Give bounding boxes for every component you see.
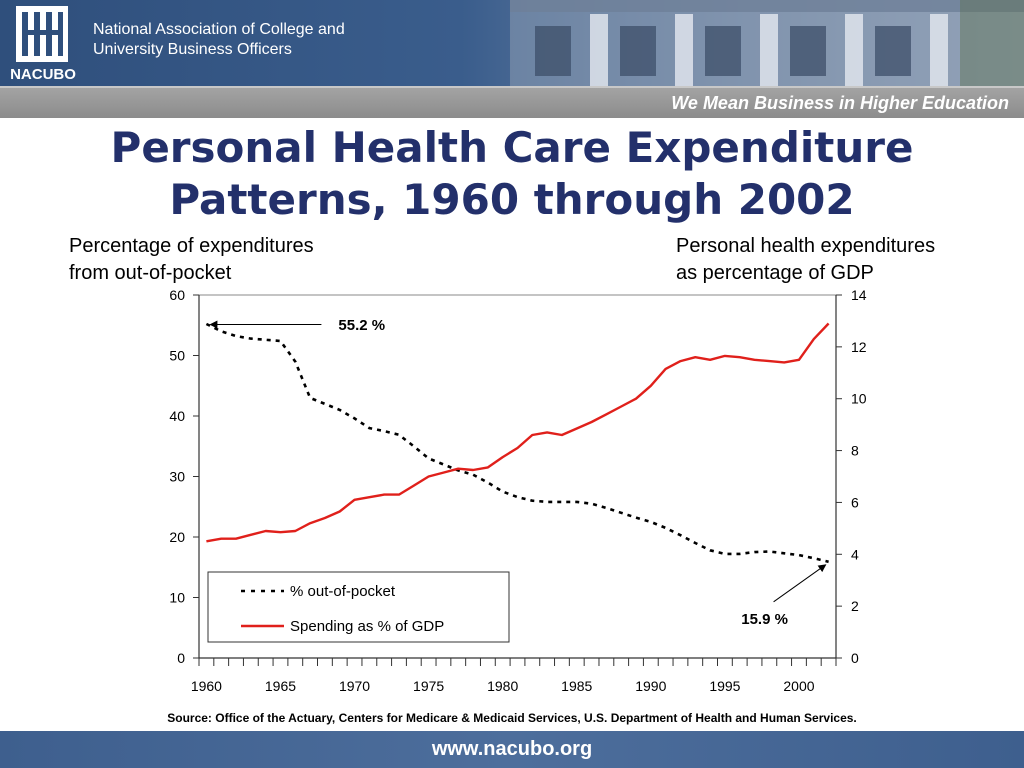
footer-bar: www.nacubo.org xyxy=(0,731,1024,768)
nacubo-logo: NACUBO xyxy=(8,4,78,84)
gdp-spending-line xyxy=(206,322,830,543)
left-axis-label: Percentage of expenditures from out-of-p… xyxy=(69,233,314,287)
title-line2: Patterns, 1960 through 2002 xyxy=(169,175,855,224)
x-tick-label: 2000 xyxy=(783,678,814,694)
right-y-tick-label: 0 xyxy=(851,650,859,666)
right-y-tick-label: 4 xyxy=(851,546,859,562)
annotation-arrow-end xyxy=(773,564,827,603)
source-note: Source: Office of the Actuary, Centers f… xyxy=(167,711,857,725)
x-tick-label: 1995 xyxy=(709,678,740,694)
right-y-tick-label: 2 xyxy=(851,598,859,614)
tagline-bar: We Mean Business in Higher Education xyxy=(0,86,1024,118)
legend-label-gdp: Spending as % of GDP xyxy=(290,618,444,635)
right-y-tick-label: 12 xyxy=(851,339,867,355)
annotation-label-end: 15.9 % xyxy=(741,611,788,628)
left-y-tick-label: 20 xyxy=(169,529,185,545)
left-axis-label-line1: Percentage of expenditures xyxy=(69,235,314,257)
legend-label-out-of-pocket: % out-of-pocket xyxy=(290,583,396,600)
right-axis-label-line2: as percentage of GDP xyxy=(676,262,874,284)
right-axis-label-line1: Personal health expenditures xyxy=(676,235,936,257)
x-tick-label: 1985 xyxy=(561,678,592,694)
right-y-tick-label: 14 xyxy=(851,287,867,303)
slide-title: Personal Health Care Expenditure Pattern… xyxy=(0,122,1024,226)
chart-annotations: 55.2 % 15.9 % xyxy=(209,317,827,628)
out-of-pocket-line xyxy=(205,322,829,564)
right-axis-label: Personal health expenditures as percenta… xyxy=(676,233,935,287)
org-name-line1: National Association of College and xyxy=(93,21,345,38)
x-tick-label: 1975 xyxy=(413,678,444,694)
chart-series xyxy=(205,322,830,564)
left-y-tick-label: 50 xyxy=(169,348,185,364)
org-name-line2: University Business Officers xyxy=(93,41,292,58)
organization-name: National Association of College and Univ… xyxy=(93,20,393,60)
left-y-tick-label: 30 xyxy=(169,469,185,485)
left-y-tick-label: 60 xyxy=(169,287,185,303)
right-y-tick-label: 10 xyxy=(851,391,867,407)
logo-text: NACUBO xyxy=(10,66,76,83)
expenditure-chart: 0 10 20 30 40 50 60 0 2 4 6 8 10 12 14 1960 1965 1970 1975… xyxy=(169,287,866,694)
x-tick-label: 1990 xyxy=(635,678,666,694)
x-tick-label: 1980 xyxy=(487,678,518,694)
x-tick-label: 1965 xyxy=(265,678,296,694)
header-banner: NACUBO National Association of College a… xyxy=(0,0,1024,86)
left-axis-label-line2: from out-of-pocket xyxy=(69,262,232,284)
x-tick-label: 1960 xyxy=(191,678,222,694)
chart-legend: % out-of-pocket Spending as % of GDP xyxy=(207,571,510,643)
footer-url: www.nacubo.org xyxy=(431,738,593,760)
right-y-tick-label: 6 xyxy=(851,494,859,510)
right-y-tick-label: 8 xyxy=(851,443,859,459)
title-line1: Personal Health Care Expenditure xyxy=(110,123,914,172)
building-columns-image xyxy=(510,0,1024,86)
tagline: We Mean Business in Higher Education xyxy=(671,93,1009,113)
x-tick-label: 1970 xyxy=(339,678,370,694)
chart-axes: 0 10 20 30 40 50 60 0 2 4 6 8 10 12 14 1960 1965 1970 1975… xyxy=(169,287,866,694)
left-y-tick-label: 0 xyxy=(177,650,185,666)
annotation-label-start: 55.2 % xyxy=(338,317,385,334)
legend-box xyxy=(207,571,510,643)
left-y-tick-label: 10 xyxy=(169,590,185,606)
left-y-tick-label: 40 xyxy=(169,408,185,424)
